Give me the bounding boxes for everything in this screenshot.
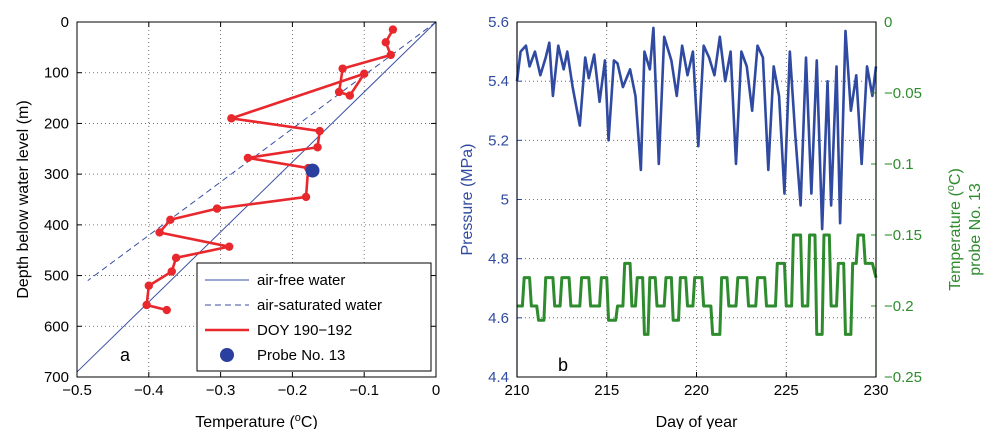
air-saturated-water-line	[87, 21, 437, 282]
panel-b-left-y-axis-label: Pressure (MPa)	[459, 143, 476, 255]
panel-b-frame	[516, 21, 877, 378]
y-tick-label-left: 4.4	[488, 369, 509, 386]
y-tick-label: 600	[44, 318, 69, 335]
x-tick-label: −0.2	[278, 382, 308, 399]
doy-190-192-point	[171, 253, 181, 263]
y-tick-label-left: 5	[501, 192, 509, 209]
panel-b-letter: b	[558, 355, 568, 375]
x-tick-label: 215	[594, 382, 619, 399]
panel-a-ticks: −0.5 −0.4 −0.3 −0.2 −0.1 0 0 100 200 300 400 500 600…	[44, 14, 440, 399]
pressure-line	[515, 26, 878, 231]
panel-a-lines	[76, 21, 437, 373]
doy-190-192-point	[386, 50, 395, 60]
legend-label: air-saturated water	[257, 297, 382, 314]
y-tick-label: 200	[44, 115, 69, 132]
y-tick-label-right: −0.1	[884, 156, 914, 173]
x-tick-label: 225	[774, 382, 799, 399]
x-tick-label: −0.1	[349, 382, 379, 399]
doy-190-192-point	[338, 64, 347, 73]
y-tick-label-left: 4.8	[488, 251, 509, 268]
temperature-line	[517, 233, 878, 336]
doy-190-192-point	[167, 267, 176, 276]
y-tick-label-left: 5.2	[488, 132, 509, 149]
doy-190-192-point	[334, 87, 344, 97]
x-tick-label: −0.4	[134, 382, 164, 399]
panel-a-x-axis-label: Temperature (oC)	[195, 412, 318, 429]
probe-no-13-point	[305, 163, 320, 178]
y-tick-label: 100	[44, 65, 69, 82]
y-tick-label-right: 0	[884, 14, 892, 31]
legend-label: air-free water	[257, 272, 345, 289]
doy-190-192-line	[145, 28, 395, 312]
doy-190-192-point	[360, 69, 369, 78]
y-tick-label: 400	[44, 217, 69, 234]
x-tick-label: 230	[863, 382, 888, 399]
panel-b: 210 215 220 225 230 4.4 4.6 4.8 5 5.2 5.4 5.6 0 −0.05…	[459, 14, 984, 429]
legend-box	[196, 262, 432, 372]
doy-190-192-point	[142, 300, 151, 310]
x-tick-label: −0.5	[62, 382, 92, 399]
panel-b-lines	[515, 26, 878, 336]
doy-190-192-point	[243, 153, 253, 163]
panel-a-y-axis-label: Depth below water level (m)	[15, 100, 32, 298]
y-tick-label: 700	[44, 369, 69, 386]
panel-b-right-y-axis-label-line2: probe No. 13	[967, 183, 984, 276]
panel-a-legend: air-free water air-saturated water DOY 190…	[196, 262, 432, 372]
y-tick-label-right: −0.05	[884, 85, 922, 102]
doy-190-192-point	[381, 38, 390, 47]
panel-a-frame	[76, 21, 437, 378]
doy-190-192-point	[144, 281, 153, 290]
panel-b-right-y-axis-label: Temperature (oC)	[945, 168, 964, 291]
doy-190-192-point	[388, 25, 398, 34]
x-tick-label: 0	[432, 382, 440, 399]
doy-190-192-point	[301, 192, 311, 202]
doy-190-192-point	[155, 228, 164, 237]
doy-190-192-point	[227, 114, 236, 123]
panel-a-letter: a	[120, 345, 131, 365]
doy-190-192-point	[345, 91, 355, 100]
y-tick-label-right: −0.2	[884, 298, 914, 315]
x-tick-label: −0.3	[206, 382, 236, 399]
x-tick-label: 210	[504, 382, 529, 399]
y-tick-label-right: −0.15	[884, 227, 922, 244]
panel-a: −0.5 −0.4 −0.3 −0.2 −0.1 0 0 100 200 300 400 500 600…	[15, 14, 440, 429]
legend-label: Probe No. 13	[257, 347, 345, 364]
y-tick-label-left: 4.6	[488, 310, 509, 327]
x-tick-label: 220	[684, 382, 709, 399]
doy-190-192-point	[212, 204, 222, 213]
legend-swatch-probe	[220, 348, 234, 362]
legend-label: DOY 190−192	[257, 322, 352, 339]
doy-190-192-point	[313, 143, 322, 152]
panel-b-x-axis-label: Day of year	[656, 414, 738, 429]
y-tick-label: 500	[44, 268, 69, 285]
y-tick-label-left: 5.6	[488, 14, 509, 31]
doy-190-192-point	[166, 215, 175, 224]
panel-b-ticks: 210 215 220 225 230 4.4 4.6 4.8 5 5.2 5.4 5.6 0 −0.05…	[488, 14, 922, 399]
air-free-water-line	[76, 21, 437, 373]
y-tick-label-right: −0.25	[884, 369, 922, 386]
y-tick-label: 0	[61, 14, 69, 31]
doy-190-192-point	[225, 242, 234, 251]
y-tick-label: 300	[44, 166, 69, 183]
doy-190-192-point	[162, 305, 171, 315]
y-tick-label-left: 5.4	[488, 73, 509, 90]
doy-190-192-point	[315, 126, 324, 136]
